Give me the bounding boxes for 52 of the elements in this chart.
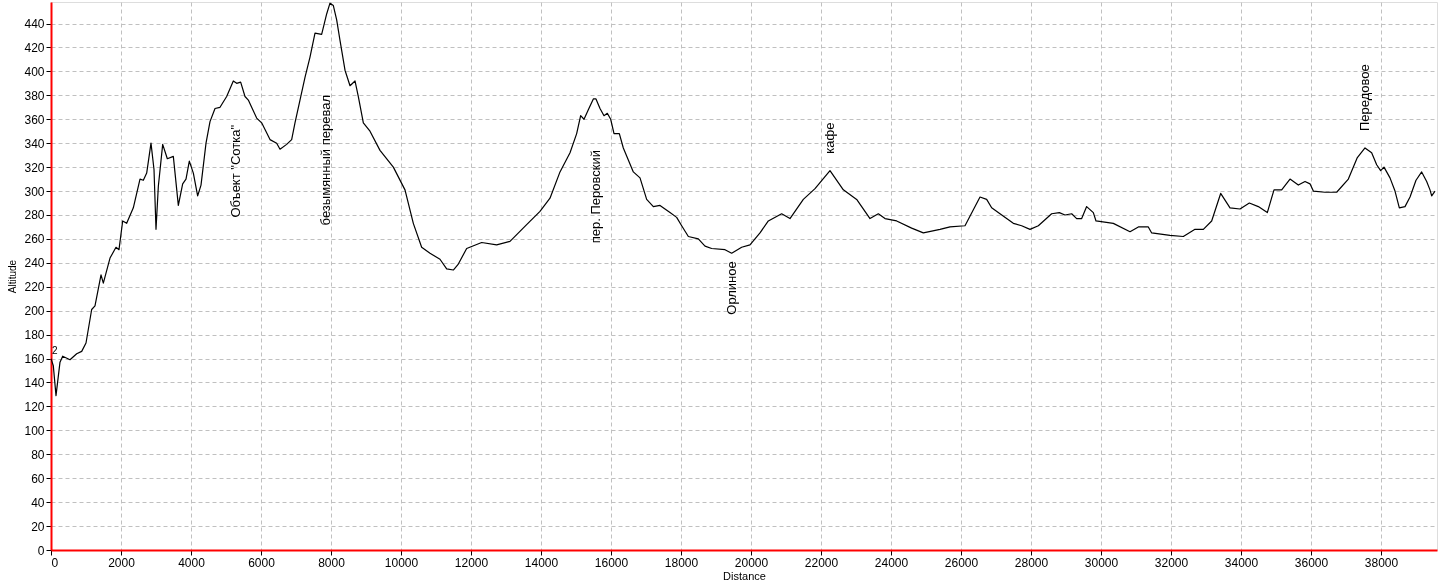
y-tick-label: 360 [24, 112, 45, 127]
annotation: Орлиное [723, 261, 739, 315]
x-tick-label: 10000 [384, 555, 419, 570]
y-axis-title: Altitude [7, 259, 19, 294]
y-tick-label: 180 [24, 328, 45, 343]
annotation: пер. Перовский [588, 150, 603, 244]
y-tick-label: 400 [24, 64, 45, 79]
x-tick-label: 6000 [248, 555, 276, 570]
x-tick-label: 18000 [664, 555, 699, 570]
y-tick-label: 200 [24, 304, 45, 319]
y-tick-label: 420 [24, 40, 45, 55]
annotation: безымянный перевал [318, 95, 333, 226]
annotation: кафе [821, 122, 837, 154]
y-tick-label: 60 [31, 471, 45, 486]
x-tick-label: 16000 [594, 555, 629, 570]
x-axis-title: Distance [723, 569, 766, 582]
x-tick-label: 0 [51, 555, 59, 570]
y-tick-label: 120 [24, 399, 45, 414]
x-tick-label: 38000 [1364, 555, 1399, 570]
y-tick-label: 20 [31, 519, 45, 534]
x-tick-label: 34000 [1224, 555, 1259, 570]
y-tick-label: 100 [24, 423, 45, 438]
y-tick-label: 380 [24, 88, 45, 103]
y-tick-label: 280 [24, 208, 45, 223]
y-tick-label: 0 [37, 543, 45, 558]
y-tick-label: 240 [24, 256, 45, 271]
x-tick-label: 2000 [108, 555, 136, 570]
x-tick-label: 36000 [1294, 555, 1329, 570]
x-tick-label: 24000 [874, 555, 909, 570]
y-tick-label: 440 [24, 17, 45, 32]
y-tick-label: 40 [31, 495, 45, 510]
x-tick-label: 20000 [734, 555, 769, 570]
y-tick-label: 140 [24, 375, 45, 390]
y-tick-label: 260 [24, 232, 45, 247]
y-tick-label: 220 [24, 280, 45, 295]
x-tick-label: 22000 [804, 555, 839, 570]
x-tick-label: 26000 [944, 555, 979, 570]
x-tick-label: 12000 [454, 555, 489, 570]
y-tick-label: 340 [24, 136, 45, 151]
y-tick-label: 320 [24, 160, 45, 175]
y-tick-label: 300 [24, 184, 45, 199]
x-tick-label: 28000 [1014, 555, 1049, 570]
y-tick-label: 160 [24, 352, 45, 367]
annotation: Объект "Сотка" [228, 124, 243, 218]
annotation: Передовое [1357, 64, 1373, 131]
y-tick-label: 80 [31, 447, 45, 462]
x-tick-label: 14000 [524, 555, 559, 570]
x-tick-label: 4000 [178, 555, 206, 570]
x-tick-label: 8000 [318, 555, 346, 570]
x-tick-label: 32000 [1154, 555, 1189, 570]
x-tick-label: 30000 [1084, 555, 1119, 570]
annotation: 2 [52, 344, 58, 356]
